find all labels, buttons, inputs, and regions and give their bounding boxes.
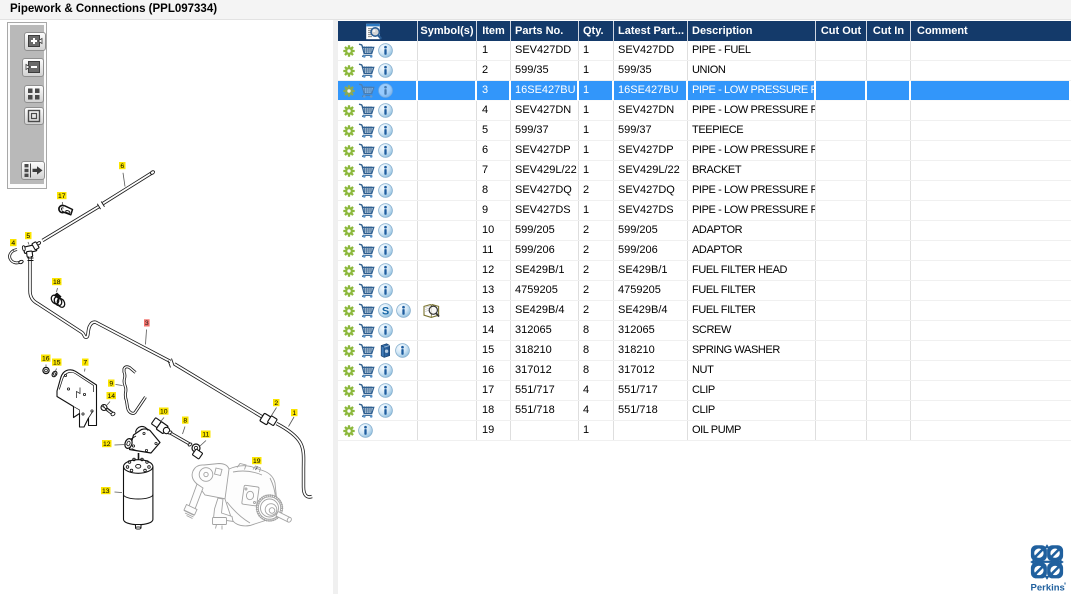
svg-text:12: 12: [103, 441, 111, 448]
svg-text:19: 19: [253, 458, 261, 465]
svg-text:5: 5: [26, 233, 30, 240]
svg-text:1: 1: [292, 410, 296, 417]
svg-text:18: 18: [53, 279, 61, 286]
svg-text:17: 17: [58, 193, 66, 200]
svg-text:Perkins: Perkins: [1031, 583, 1065, 593]
svg-text:4: 4: [11, 240, 15, 247]
svg-text:14: 14: [107, 393, 115, 400]
svg-text:15: 15: [53, 359, 61, 366]
svg-text:3: 3: [145, 320, 149, 327]
svg-text:10: 10: [160, 408, 168, 415]
svg-text:2: 2: [274, 400, 278, 407]
svg-text:16: 16: [42, 355, 50, 362]
svg-text:7: 7: [83, 359, 87, 366]
svg-text:6: 6: [120, 163, 124, 170]
svg-text:13: 13: [102, 488, 110, 495]
svg-text:8: 8: [183, 417, 187, 424]
svg-text:11: 11: [202, 431, 209, 438]
svg-text:9: 9: [109, 380, 113, 387]
